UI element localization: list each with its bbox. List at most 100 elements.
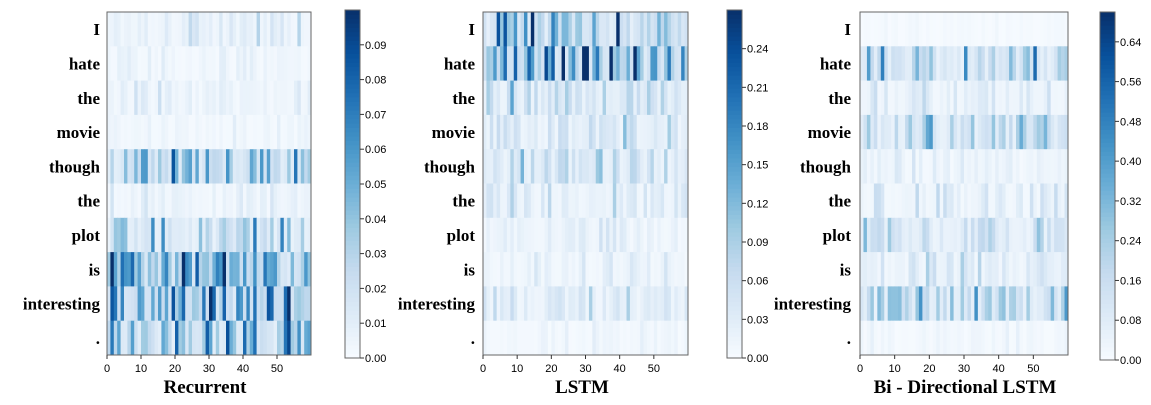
- heatmap-cell: [273, 12, 278, 47]
- heatmap-cell: [161, 46, 166, 81]
- heatmap-cell: [953, 114, 958, 150]
- heatmap-cell: [558, 183, 562, 219]
- heatmap-cell: [1036, 12, 1041, 47]
- heatmap-cell: [677, 46, 682, 81]
- heatmap-cell: [547, 149, 552, 184]
- heatmap-cell: [256, 149, 261, 184]
- heatmap-cell: [561, 217, 566, 253]
- heatmap-cell: [887, 286, 892, 322]
- heatmap-cell: [568, 46, 573, 81]
- heatmap-cell: [626, 46, 631, 81]
- heatmap-cell: [1047, 46, 1052, 81]
- heatmap-cell: [647, 46, 651, 81]
- heatmap-cell: [175, 149, 179, 184]
- heatmap-cell: [117, 252, 121, 287]
- heatmap-cell: [667, 80, 672, 116]
- heatmap-cell: [513, 46, 518, 81]
- heatmap-cell: [1057, 80, 1062, 116]
- heatmap-cell: [684, 46, 689, 81]
- heatmap-cell: [998, 217, 1003, 253]
- heatmap-cell: [908, 286, 913, 322]
- heatmap-cell: [1061, 114, 1065, 150]
- row-label: I: [93, 20, 100, 39]
- heatmap-cell: [537, 217, 542, 253]
- heatmap-cell: [1064, 80, 1069, 116]
- heatmap-cell: [239, 80, 244, 116]
- heatmap-cell: [1043, 12, 1048, 47]
- heatmap-cell: [981, 12, 986, 47]
- heatmap-cell: [541, 12, 545, 47]
- heatmap-cell: [266, 12, 271, 47]
- heatmap-cell: [1050, 286, 1055, 322]
- heatmap-cell: [884, 12, 889, 47]
- heatmap-cell: [239, 149, 244, 184]
- heatmap-cell: [294, 217, 298, 253]
- heatmap-cell: [151, 183, 155, 219]
- heatmap-cell: [1012, 46, 1017, 81]
- heatmap-cell: [253, 114, 257, 150]
- colorbar-step: [1100, 172, 1115, 178]
- heatmap-cell: [677, 183, 682, 219]
- colorbar-step: [345, 344, 360, 350]
- heatmap-cell: [565, 12, 569, 47]
- heatmap-cell: [130, 80, 135, 116]
- colorbar-step: [727, 249, 742, 255]
- colorbar-tick-label: 0.16: [1120, 275, 1141, 287]
- heatmap-cell: [483, 46, 487, 81]
- heatmap-cell: [164, 286, 169, 322]
- heatmap-cell: [870, 286, 875, 322]
- heatmap-cell: [243, 252, 247, 287]
- heatmap-cell: [1019, 149, 1024, 184]
- heatmap-cell: [647, 80, 651, 116]
- heatmap-cell: [1061, 183, 1065, 219]
- heatmap-cell: [588, 286, 593, 322]
- colorbar-step: [727, 214, 742, 220]
- heatmap-cell: [612, 149, 617, 184]
- heatmap-cell: [273, 149, 278, 184]
- heatmap-cell: [168, 320, 172, 356]
- heatmap-cell: [554, 114, 559, 150]
- heatmap-cell: [582, 286, 586, 322]
- heatmap-cell: [974, 80, 979, 116]
- heatmap-cell: [643, 183, 648, 219]
- heatmap-cell: [629, 80, 634, 116]
- heatmap-cell: [178, 80, 183, 116]
- heatmap-cell: [113, 114, 118, 150]
- heatmap-cell: [1029, 320, 1034, 356]
- heatmap-cell: [588, 183, 593, 219]
- heatmap-cell: [943, 149, 948, 184]
- heatmap-cell: [527, 12, 532, 47]
- heatmap-cell: [901, 286, 906, 322]
- heatmap-cell: [670, 320, 675, 356]
- heatmap-cell: [918, 286, 923, 322]
- heatmap-cell: [137, 80, 142, 116]
- colorbar-step: [727, 83, 742, 89]
- heatmap-cell: [667, 46, 672, 81]
- heatmap-cell: [650, 217, 655, 253]
- heatmap-cell: [256, 252, 261, 287]
- heatmap-cell: [243, 149, 247, 184]
- heatmap-cell: [520, 252, 525, 287]
- heatmap-cell: [1061, 12, 1065, 47]
- colorbar-step: [1100, 29, 1115, 35]
- heatmap-cell: [1036, 80, 1041, 116]
- heatmap-cell: [1029, 149, 1034, 184]
- row-label: is: [89, 260, 101, 279]
- heatmap-cell: [984, 80, 989, 116]
- colorbar-step: [1100, 51, 1115, 56]
- heatmap-cell: [113, 183, 118, 219]
- heatmap-cell: [984, 149, 989, 184]
- heatmap-cell: [602, 252, 607, 287]
- heatmap-cell: [866, 46, 871, 81]
- heatmap-cell: [946, 12, 951, 47]
- heatmap-cell: [1036, 46, 1041, 81]
- colorbar-step: [345, 292, 360, 298]
- heatmap-cell: [222, 217, 227, 253]
- colorbar-step: [345, 110, 360, 115]
- heatmap-cell: [660, 46, 665, 81]
- heatmap-cell: [260, 46, 264, 81]
- heatmap-cell: [270, 80, 274, 116]
- heatmap-cell: [147, 320, 152, 356]
- heatmap-cell: [147, 252, 152, 287]
- colorbar-step: [1100, 186, 1115, 191]
